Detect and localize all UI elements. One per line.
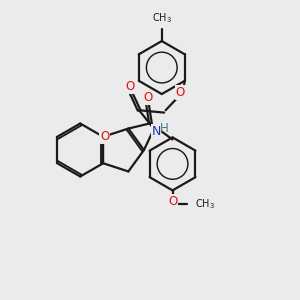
Text: O: O — [176, 86, 185, 99]
Text: O: O — [143, 91, 152, 104]
Text: CH$_3$: CH$_3$ — [152, 12, 172, 26]
Text: O: O — [100, 130, 109, 143]
Text: N: N — [152, 125, 161, 138]
Text: H: H — [160, 122, 169, 135]
Text: O: O — [168, 195, 177, 208]
Text: CH$_3$: CH$_3$ — [195, 197, 214, 211]
Text: O: O — [126, 80, 135, 93]
